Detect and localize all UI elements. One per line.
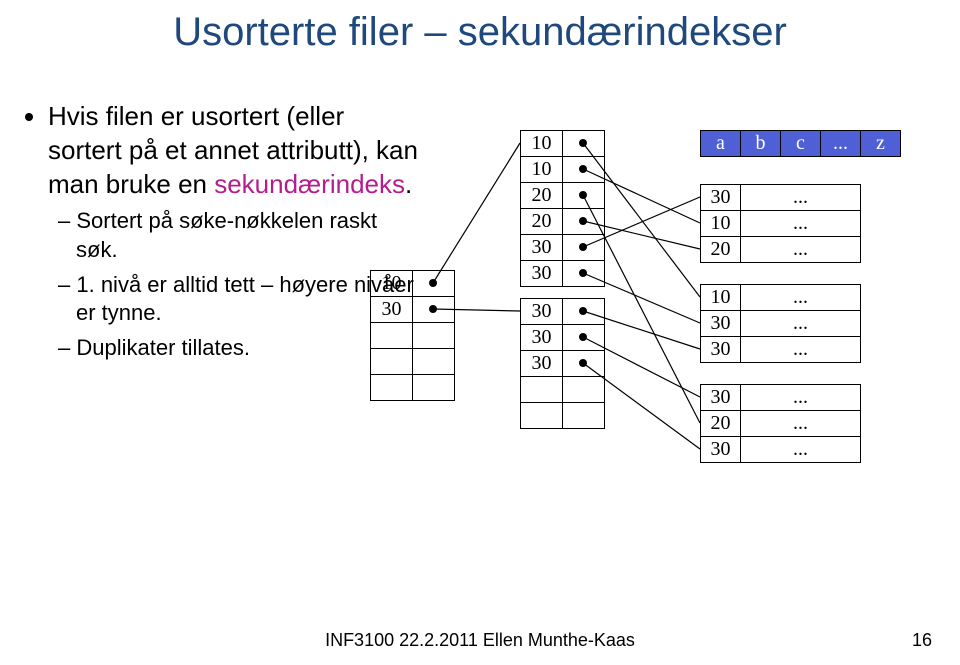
data-block-2-cell: 30 <box>701 311 741 337</box>
data-block-3: 30...20...30... <box>700 384 861 463</box>
pointer-dot <box>429 279 437 287</box>
data-block-3-cell: ... <box>741 437 861 463</box>
bullet-main-after: . <box>405 169 412 199</box>
data-block-3-cell: 30 <box>701 385 741 411</box>
pointer-dot <box>579 359 587 367</box>
data-block-1-cell: ... <box>741 211 861 237</box>
bullet-pink: sekundærindeks <box>214 169 405 199</box>
bullet-main: Hvis filen er usortert (eller sortert på… <box>48 100 420 362</box>
data-block-2-cell: 30 <box>701 337 741 363</box>
data-block-2-cell: ... <box>741 285 861 311</box>
bullet-text: Hvis filen er usortert (eller sortert på… <box>20 100 420 362</box>
index-level1-cell: 30 <box>371 297 413 323</box>
page-title: Usorterte filer – sekundærindekser <box>0 10 960 55</box>
data-block-1-cell: 30 <box>701 185 741 211</box>
pointer-dot <box>579 269 587 277</box>
index-level1-cell <box>371 349 413 375</box>
bullet-sub-1: 1. nivå er alltid tett – høyere nivåer e… <box>76 271 420 328</box>
pointer-dot <box>429 305 437 313</box>
data-block-2-cell: ... <box>741 337 861 363</box>
data-block-3-cell: ... <box>741 411 861 437</box>
data-block-3-cell: ... <box>741 385 861 411</box>
data-block-1: 30...10...20... <box>700 184 861 263</box>
index-level2-b-cell: 30 <box>521 351 563 377</box>
data-block-1-cell: 10 <box>701 211 741 237</box>
index-level1-cell <box>413 375 455 401</box>
footer-text: INF3100 22.2.2011 Ellen Munthe-Kaas <box>0 630 960 651</box>
index-level2-b-cell <box>563 403 605 429</box>
data-block-3-cell: 30 <box>701 437 741 463</box>
pointer-dot <box>579 243 587 251</box>
data-block-2-cell: 10 <box>701 285 741 311</box>
data-block-3-cell: 20 <box>701 411 741 437</box>
data-block-1-cell: 20 <box>701 237 741 263</box>
index-level2-b: 303030 <box>520 298 605 429</box>
index-level2-b-cell <box>563 377 605 403</box>
header-cell: b <box>741 131 781 157</box>
data-block-2-cell: ... <box>741 311 861 337</box>
pointer-dot <box>579 217 587 225</box>
pointer-dot <box>579 333 587 341</box>
header-cell: ... <box>821 131 861 157</box>
pointer-dot <box>579 139 587 147</box>
index-level2-b-cell: 30 <box>521 325 563 351</box>
index-level1-cell <box>371 323 413 349</box>
index-level2-b-cell <box>521 377 563 403</box>
bullet-sub-2: Duplikater tillates. <box>76 334 420 363</box>
index-level1: 1030 <box>370 270 455 401</box>
data-block-1-cell: ... <box>741 237 861 263</box>
index-level1-cell <box>371 375 413 401</box>
pointer-dot <box>579 307 587 315</box>
header-cell: a <box>701 131 741 157</box>
bullet-sub-0: Sortert på søke-nøkkelen raskt søk. <box>76 207 420 264</box>
header-cell: c <box>781 131 821 157</box>
header-cell: z <box>861 131 901 157</box>
data-block-2: 10...30...30... <box>700 284 861 363</box>
page-number: 16 <box>912 630 932 651</box>
data-block-1-cell: ... <box>741 185 861 211</box>
index-level2-b-cell <box>521 403 563 429</box>
index-level2-a-cell: 10 <box>521 131 563 157</box>
index-level1-cell <box>413 349 455 375</box>
index-level2-a-cell: 10 <box>521 157 563 183</box>
data-header: abc...z <box>700 130 901 157</box>
pointer-dot <box>579 191 587 199</box>
index-level2-a-cell: 30 <box>521 261 563 287</box>
index-level2-a-cell: 20 <box>521 209 563 235</box>
index-level2-a-cell: 30 <box>521 235 563 261</box>
index-level1-cell <box>413 323 455 349</box>
index-level1-cell: 10 <box>371 271 413 297</box>
index-level2-a: 101020203030 <box>520 130 605 287</box>
pointer-dot <box>579 165 587 173</box>
index-level2-b-cell: 30 <box>521 299 563 325</box>
index-level2-a-cell: 20 <box>521 183 563 209</box>
